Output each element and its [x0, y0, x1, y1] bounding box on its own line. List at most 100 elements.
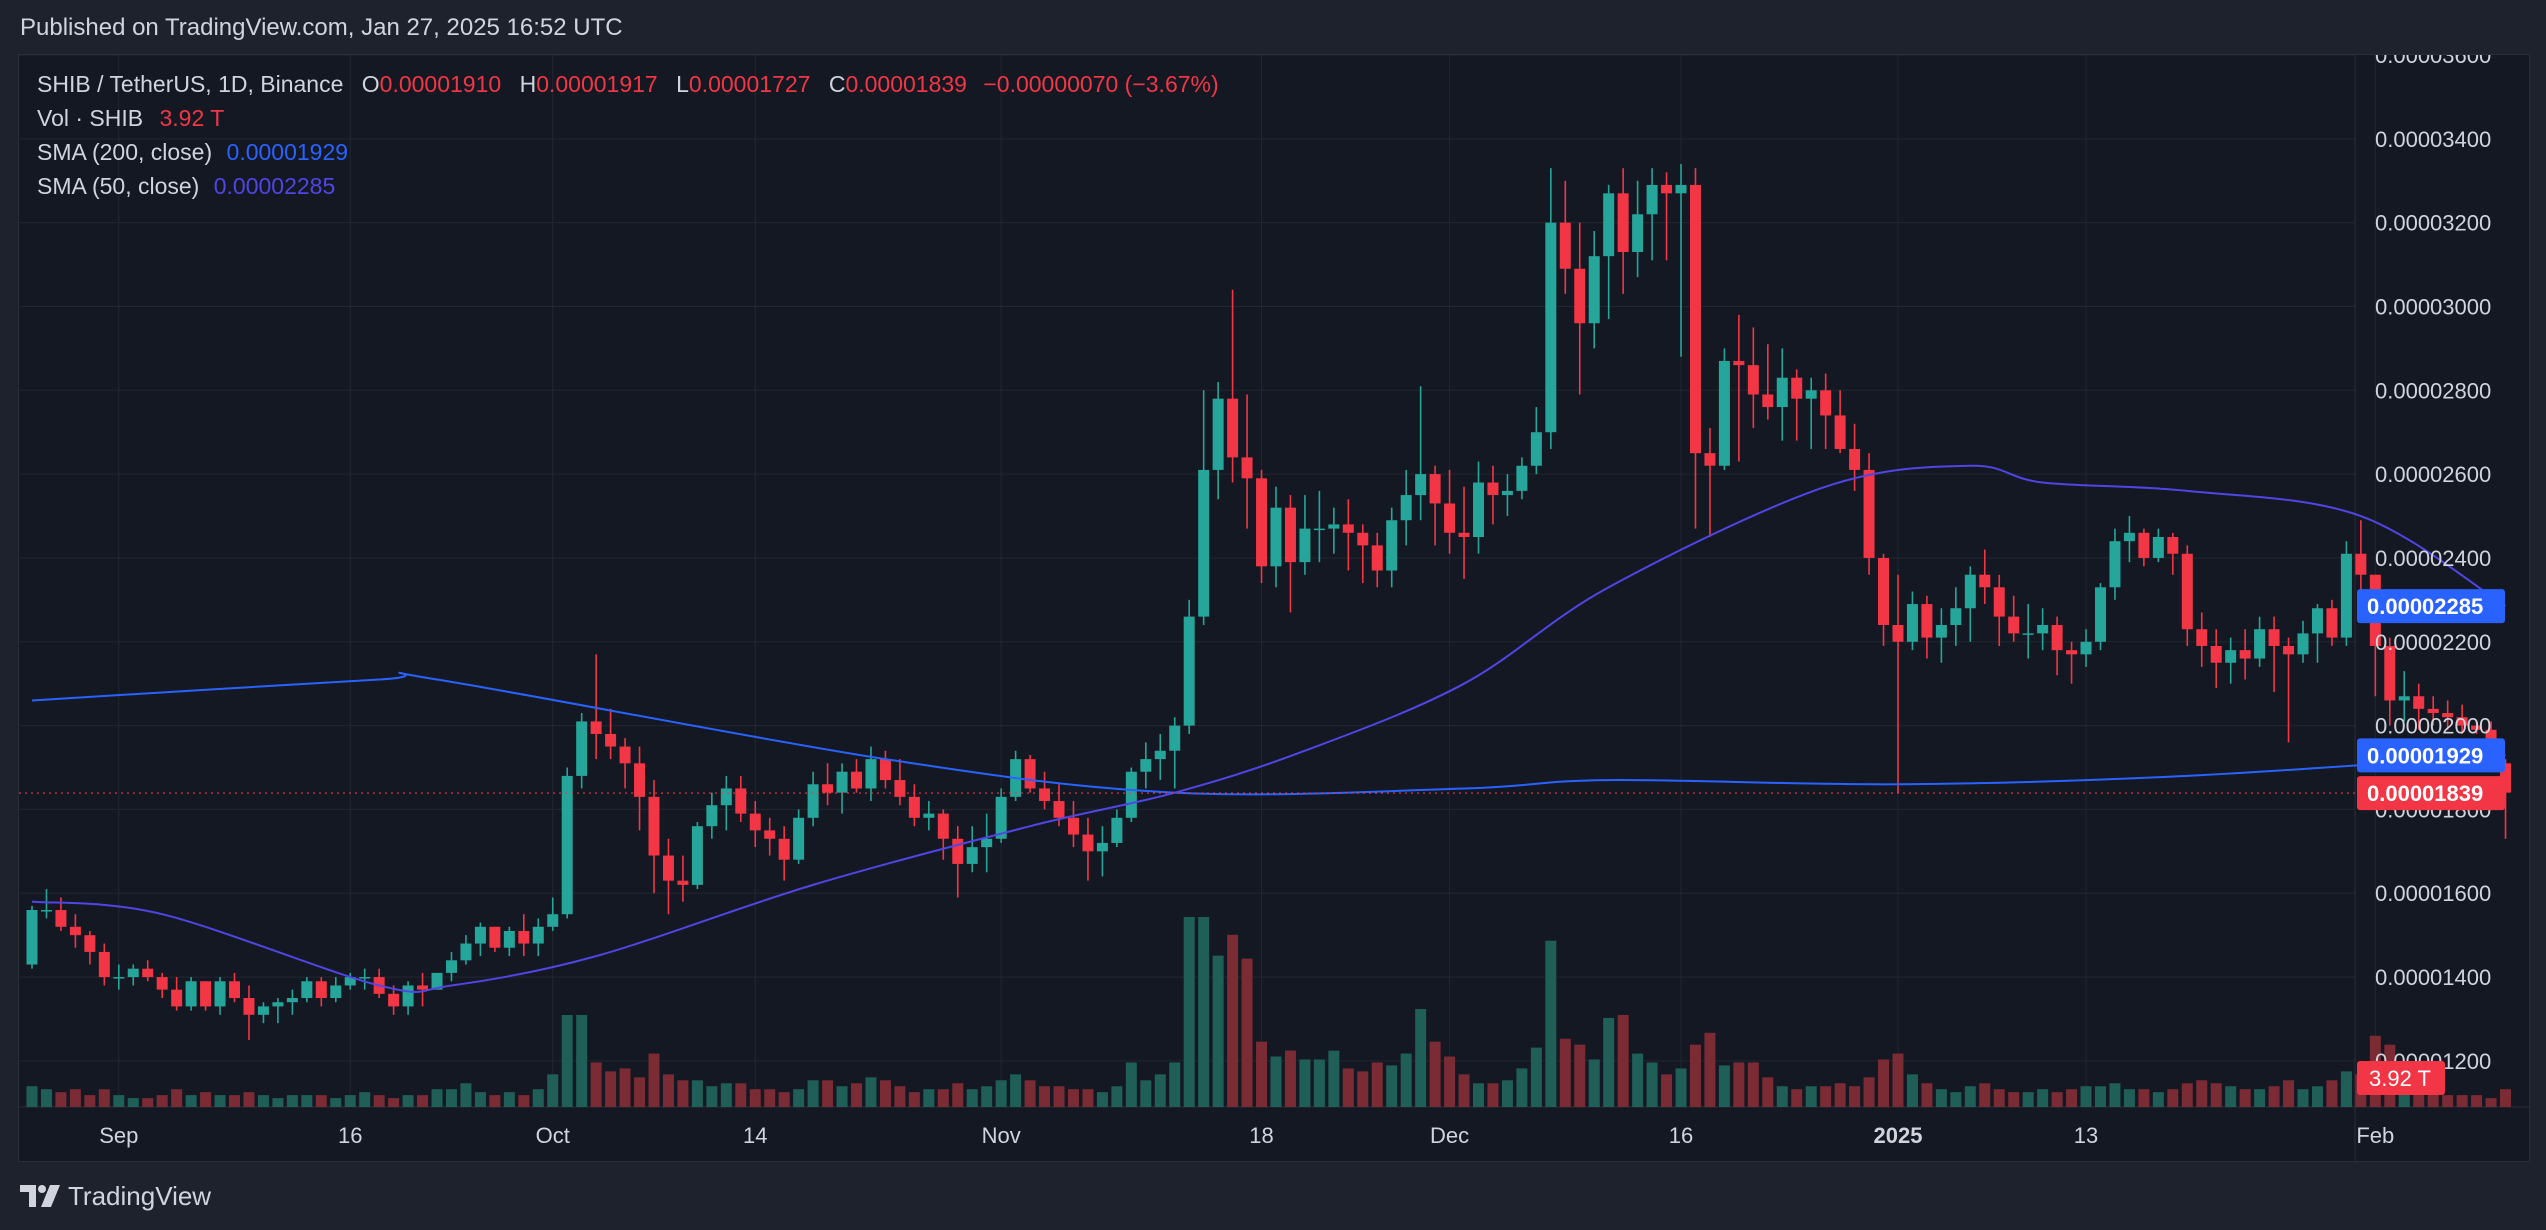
candle-body — [2283, 645, 2295, 655]
volume-bar — [1993, 1089, 2005, 1107]
legend-sma200-label[interactable]: SMA (200, close) — [37, 139, 213, 165]
volume-bar — [662, 1074, 674, 1107]
tradingview-brand: TradingView — [68, 1180, 212, 1211]
candle — [2471, 721, 2483, 734]
candle — [966, 826, 978, 873]
candle-body — [532, 926, 544, 944]
candle — [1617, 168, 1629, 294]
candle — [2094, 583, 2106, 651]
candle — [2037, 608, 2049, 651]
candle — [1820, 373, 1832, 449]
price-tick-label: 0.00001400 — [2375, 965, 2491, 990]
volume-bar — [113, 1095, 125, 1107]
chart-panel[interactable]: 0.000012000.000014000.000016000.00001800… — [18, 54, 2530, 1162]
legend-sma50-value: 0.00002285 — [213, 173, 336, 199]
candle — [1632, 180, 1644, 278]
tradingview-logo[interactable]: TradingView — [20, 1181, 211, 1212]
volume-bar — [1878, 1059, 1890, 1107]
bottom-bar: TradingView — [0, 1162, 2546, 1230]
legend-symbol[interactable]: SHIB / TetherUS, 1D, Binance — [37, 71, 344, 97]
candle-body — [1545, 222, 1557, 433]
volume-bar — [489, 1095, 501, 1107]
legend-close-key: C — [828, 71, 846, 97]
candle — [894, 759, 906, 806]
candle — [547, 897, 559, 931]
volume-bar — [2008, 1092, 2020, 1107]
volume-bar — [1140, 1080, 1152, 1107]
volume-bar — [474, 1092, 486, 1107]
volume-bar — [2413, 1089, 2425, 1107]
candle-body — [865, 759, 877, 789]
volume-bar — [1921, 1083, 1933, 1107]
candle — [981, 813, 993, 873]
candle — [2311, 604, 2323, 663]
volume-bar — [1559, 1038, 1571, 1107]
candle — [1241, 394, 1253, 529]
volume-bar — [2051, 1092, 2063, 1107]
volume-label-box — [2357, 1061, 2445, 1095]
volume-bar — [547, 1074, 559, 1107]
candle — [2384, 637, 2396, 726]
candle — [2398, 671, 2410, 722]
legend-high-key: H — [519, 71, 537, 97]
price-chart[interactable]: 0.000012000.000014000.000016000.00001800… — [19, 55, 2529, 1161]
candle — [2413, 683, 2425, 730]
candle — [1791, 369, 1803, 441]
volume-bar — [2297, 1089, 2309, 1107]
volume-bar — [142, 1098, 154, 1107]
candle — [1212, 381, 1224, 500]
candle-body — [1270, 507, 1282, 567]
candle-body — [1328, 524, 1340, 529]
candle-body — [1661, 184, 1673, 194]
volume-bar — [2037, 1089, 2049, 1107]
candle-body — [981, 838, 993, 848]
candle-body — [605, 733, 617, 747]
candles — [26, 163, 2512, 1040]
volume-bar — [1733, 1062, 1745, 1107]
candle-body — [1689, 184, 1701, 454]
volume-bar — [720, 1083, 732, 1107]
candle — [1545, 168, 1557, 449]
candle — [2326, 599, 2338, 646]
candle-body — [1256, 478, 1268, 567]
candle-body — [55, 910, 67, 927]
candle-body — [1313, 528, 1325, 531]
candle-body — [1979, 574, 1991, 588]
volume-bar — [952, 1083, 964, 1107]
volume-bar — [2066, 1089, 2078, 1107]
legend-high: 0.00001917 — [536, 71, 658, 97]
legend-sma50-label[interactable]: SMA (50, close) — [37, 173, 200, 199]
price-tick-label: 0.00002400 — [2375, 546, 2491, 571]
candle — [26, 905, 38, 969]
volume-bar — [1530, 1047, 1542, 1107]
volume-bar — [2167, 1089, 2179, 1107]
volume-bar — [2181, 1083, 2193, 1107]
price-label-box — [2357, 738, 2505, 773]
volume-bar — [1357, 1071, 1369, 1107]
volume-bar — [2094, 1086, 2106, 1107]
legend-sma200-value: 0.00001929 — [226, 139, 349, 165]
volume-bar — [330, 1098, 342, 1107]
volume-bar — [1718, 1065, 1730, 1107]
candle-body — [706, 805, 718, 827]
candle — [2167, 532, 2179, 575]
candle-body — [1342, 524, 1354, 533]
candle-body — [156, 977, 168, 990]
candle-body — [677, 880, 689, 885]
legend-open-key: O — [361, 71, 380, 97]
time-tick-label: 2025 — [1874, 1123, 1923, 1148]
volume-bar — [749, 1089, 761, 1107]
candle-body — [2297, 633, 2309, 655]
candle — [1516, 457, 1528, 500]
candle-body — [2066, 650, 2078, 655]
candle — [1805, 377, 1817, 449]
volume-bar — [1588, 1059, 1600, 1107]
candle-body — [113, 977, 125, 979]
candle — [214, 977, 226, 1015]
candle-body — [2340, 553, 2352, 638]
legend-volume-label[interactable]: Vol · SHIB — [37, 105, 144, 131]
candle — [1444, 469, 1456, 554]
candle — [605, 708, 617, 760]
candle-body — [1198, 469, 1210, 617]
candle — [1733, 314, 1745, 462]
